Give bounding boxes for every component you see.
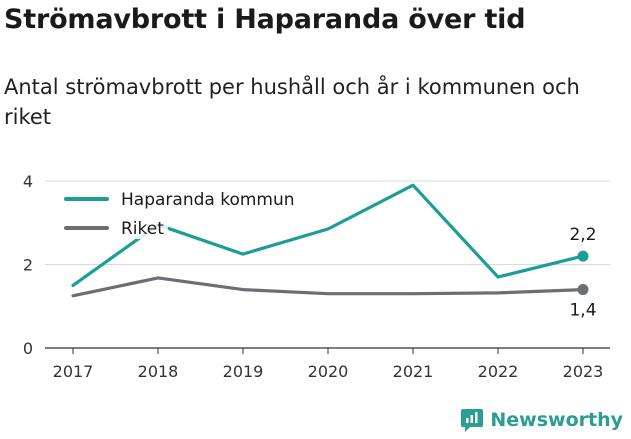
x-tick-label: 2022 <box>478 362 519 381</box>
x-tick-label: 2020 <box>308 362 349 381</box>
end-value-label: 2,2 <box>569 225 596 245</box>
end-value-label: 1,4 <box>569 301 596 321</box>
legend-label: Riket <box>121 219 164 239</box>
end-point-marker <box>577 284 589 296</box>
legend-label: Haparanda kommun <box>121 190 295 210</box>
y-tick-label: 0 <box>23 339 33 358</box>
end-point-marker <box>577 250 589 262</box>
y-tick-label: 2 <box>23 256 33 275</box>
x-axis: 2017 2018 2019 2020 2021 2022 2023 <box>53 348 604 381</box>
data-labels: 2,2 1,4 <box>569 225 596 320</box>
legend: Haparanda kommun Riket <box>60 188 299 239</box>
x-tick-label: 2017 <box>53 362 94 381</box>
legend-backdrop <box>60 217 168 239</box>
y-axis-ticks: 0 2 4 <box>23 172 33 358</box>
chart-title: Strömavbrott i Haparanda över tid <box>4 4 526 35</box>
newsworthy-icon <box>461 409 484 432</box>
x-tick-label: 2021 <box>393 362 434 381</box>
y-tick-label: 4 <box>23 172 33 191</box>
series-line <box>71 276 585 298</box>
brand-name: Newsworthy <box>490 409 623 431</box>
x-tick-label: 2018 <box>138 362 179 381</box>
newsworthy-logo: Newsworthy <box>460 407 623 433</box>
x-tick-label: 2019 <box>223 362 264 381</box>
x-tick-label: 2023 <box>563 362 604 381</box>
chart-subtitle: Antal strömavbrott per hushåll och år i … <box>4 75 580 129</box>
legend-backdrop <box>60 188 299 210</box>
